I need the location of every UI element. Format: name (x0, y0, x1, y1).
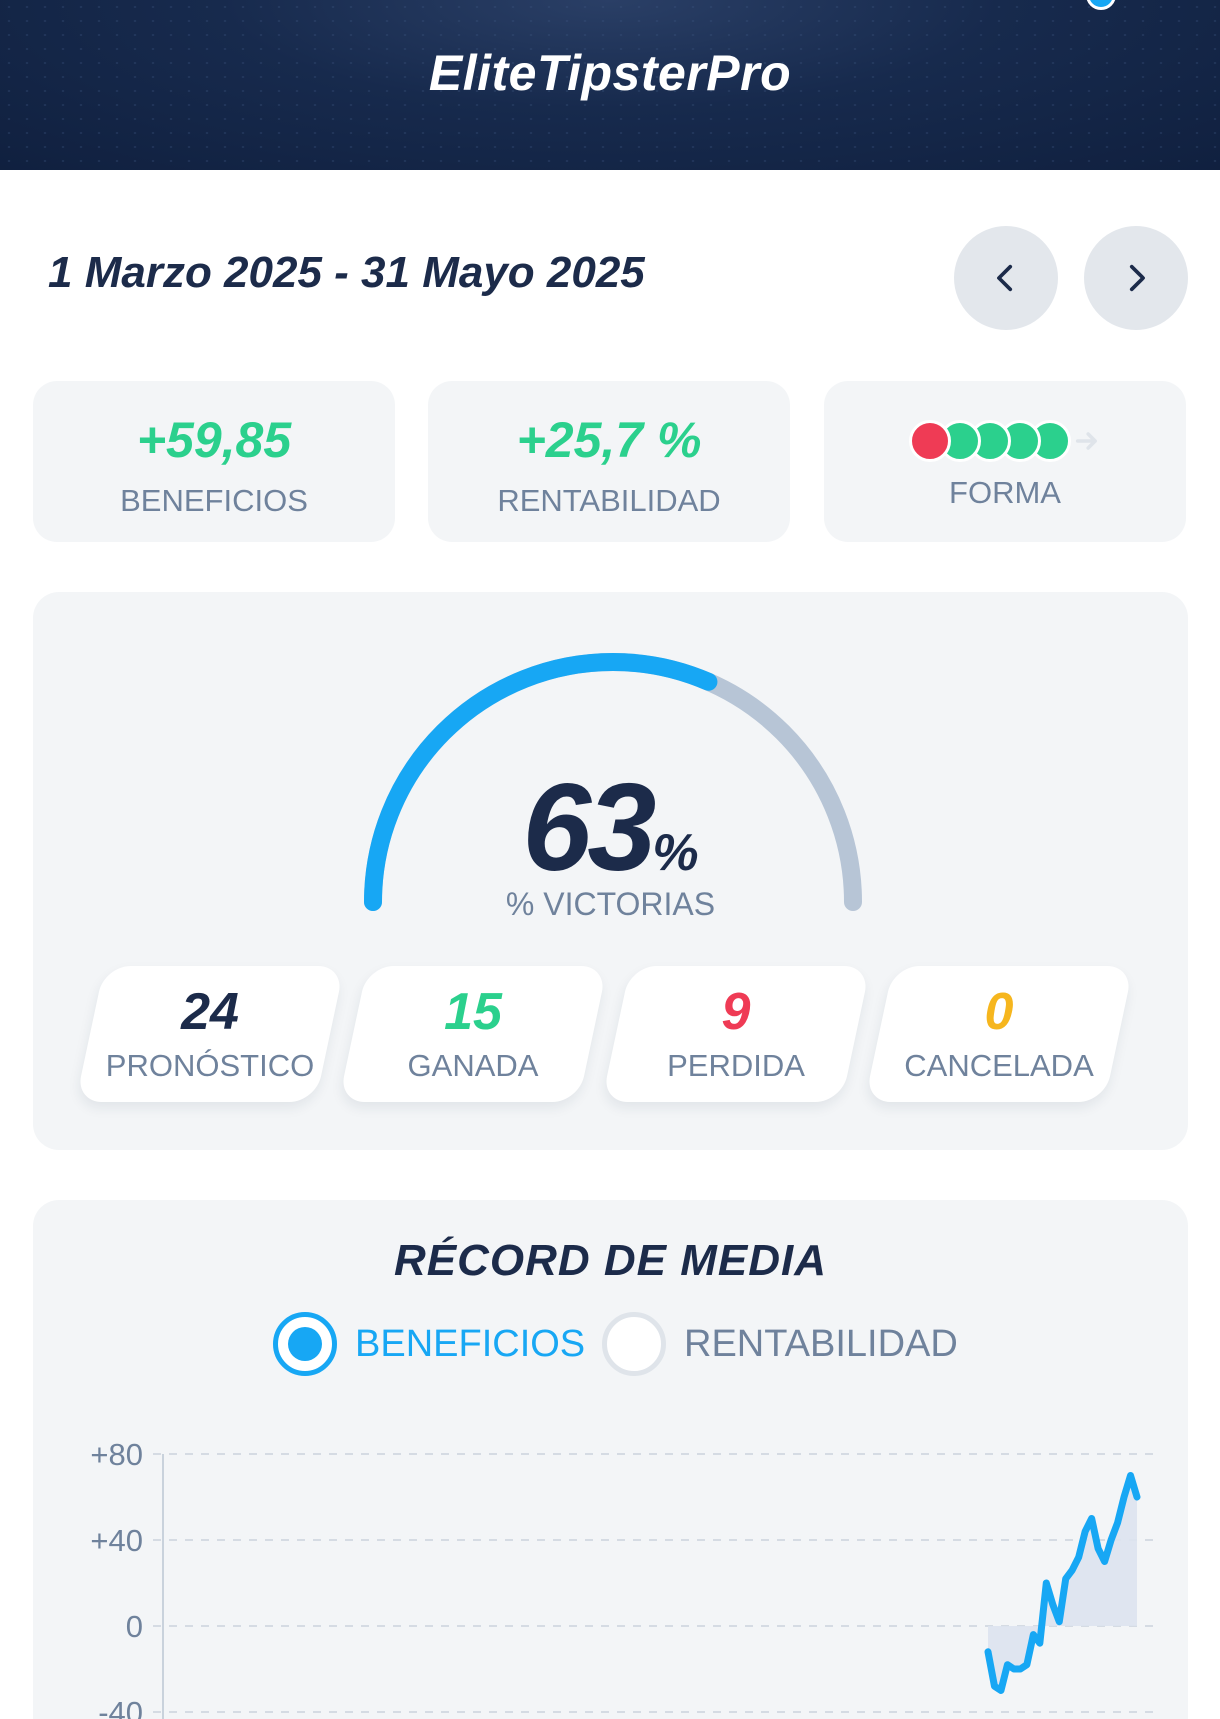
y-tick-label: 0 (126, 1609, 143, 1644)
chevron-left-icon (997, 264, 1013, 292)
profit-label: BENEFICIOS (120, 483, 308, 518)
data-point (1102, 1559, 1107, 1564)
radio-yield-label: RENTABILIDAD (684, 1322, 958, 1365)
data-point (1057, 1619, 1062, 1624)
data-point (1044, 1581, 1049, 1585)
header-background (0, 0, 1220, 170)
form-result-dot (909, 420, 951, 462)
data-point (1031, 1632, 1036, 1637)
data-point (1089, 1516, 1094, 1521)
form-card: FORMA (824, 381, 1186, 542)
count-label: PRONÓSTICO (105, 1048, 315, 1083)
profit-card: +59,85 BENEFICIOS (33, 381, 395, 542)
data-point (1096, 1546, 1101, 1551)
count-card-lost: 9 PERDIDA (601, 966, 871, 1102)
data-point (998, 1688, 1003, 1693)
count-value: 9 (721, 983, 751, 1041)
radio-selected-icon (273, 1312, 337, 1376)
record-title: RÉCORD DE MEDIA (393, 1236, 828, 1285)
win-rate-percent-sign: % (652, 824, 699, 882)
win-rate-value: 63% (33, 757, 1188, 899)
y-tick-label: -40 (98, 1695, 143, 1719)
next-period-button[interactable] (1084, 226, 1188, 330)
count-card-cancelled: 0 CANCELADA (864, 966, 1134, 1102)
count-label: GANADA (407, 1048, 539, 1083)
data-point (1070, 1568, 1075, 1573)
y-tick-label: +40 (90, 1523, 143, 1558)
radio-profit[interactable]: BENEFICIOS (273, 1312, 585, 1376)
data-point (1083, 1529, 1088, 1534)
previous-period-button[interactable] (954, 226, 1058, 330)
count-value: 15 (444, 983, 502, 1041)
chevron-right-icon (1129, 264, 1145, 292)
win-rate-gauge (364, 653, 862, 911)
count-label: CANCELADA (904, 1048, 1094, 1083)
y-tick-label: +80 (90, 1437, 143, 1472)
count-label: PERDIDA (667, 1048, 805, 1083)
data-point (1005, 1662, 1010, 1667)
data-point (1135, 1495, 1139, 1499)
win-rate-panel: 63% % VICTORIAS 24 PRONÓSTICO 15 GANADA … (33, 592, 1188, 1150)
data-point (1063, 1576, 1068, 1581)
series-area (988, 1475, 1137, 1691)
yield-value: +25,7 % (516, 412, 702, 468)
yield-label: RENTABILIDAD (497, 483, 721, 518)
win-rate-label: % VICTORIAS (505, 886, 716, 922)
gauge-fill (364, 653, 862, 911)
arrow-right-icon (1075, 432, 1097, 450)
data-point (1076, 1555, 1081, 1560)
record-panel: RÉCORD DE MEDIA BENEFICIOS RENTABILIDAD … (33, 1200, 1188, 1719)
form-label: FORMA (949, 475, 1061, 510)
data-point (1109, 1538, 1114, 1542)
data-point (1050, 1602, 1055, 1607)
date-range: 1 Marzo 2025 - 31 Mayo 2025 (48, 248, 645, 297)
data-point (992, 1684, 997, 1689)
count-card-won: 15 GANADA (338, 966, 608, 1102)
data-point (1011, 1667, 1016, 1671)
radio-yield[interactable]: RENTABILIDAD (602, 1312, 958, 1376)
app-title: EliteTipsterPro (428, 45, 792, 101)
radio-unselected-icon (602, 1312, 666, 1376)
data-point (986, 1649, 990, 1654)
data-point (1024, 1662, 1029, 1667)
radio-dot (288, 1327, 322, 1361)
data-point (1128, 1473, 1133, 1478)
data-point (1115, 1520, 1120, 1525)
yield-card: +25,7 % RENTABILIDAD (428, 381, 790, 542)
app-header: EliteTipsterPro (0, 0, 1220, 170)
profit-value: +59,85 (136, 412, 292, 468)
count-value: 24 (181, 983, 239, 1041)
count-value: 0 (984, 983, 1014, 1041)
win-rate-number: 63 (522, 759, 656, 897)
radio-profit-label: BENEFICIOS (355, 1322, 586, 1365)
record-chart: +80 +40 0 -40 (90, 1437, 1153, 1719)
data-point (1122, 1495, 1127, 1499)
form-indicator (824, 417, 1186, 465)
data-point (1018, 1667, 1023, 1671)
count-card-predictions: 24 PRONÓSTICO (75, 966, 345, 1102)
data-point (1037, 1641, 1042, 1646)
